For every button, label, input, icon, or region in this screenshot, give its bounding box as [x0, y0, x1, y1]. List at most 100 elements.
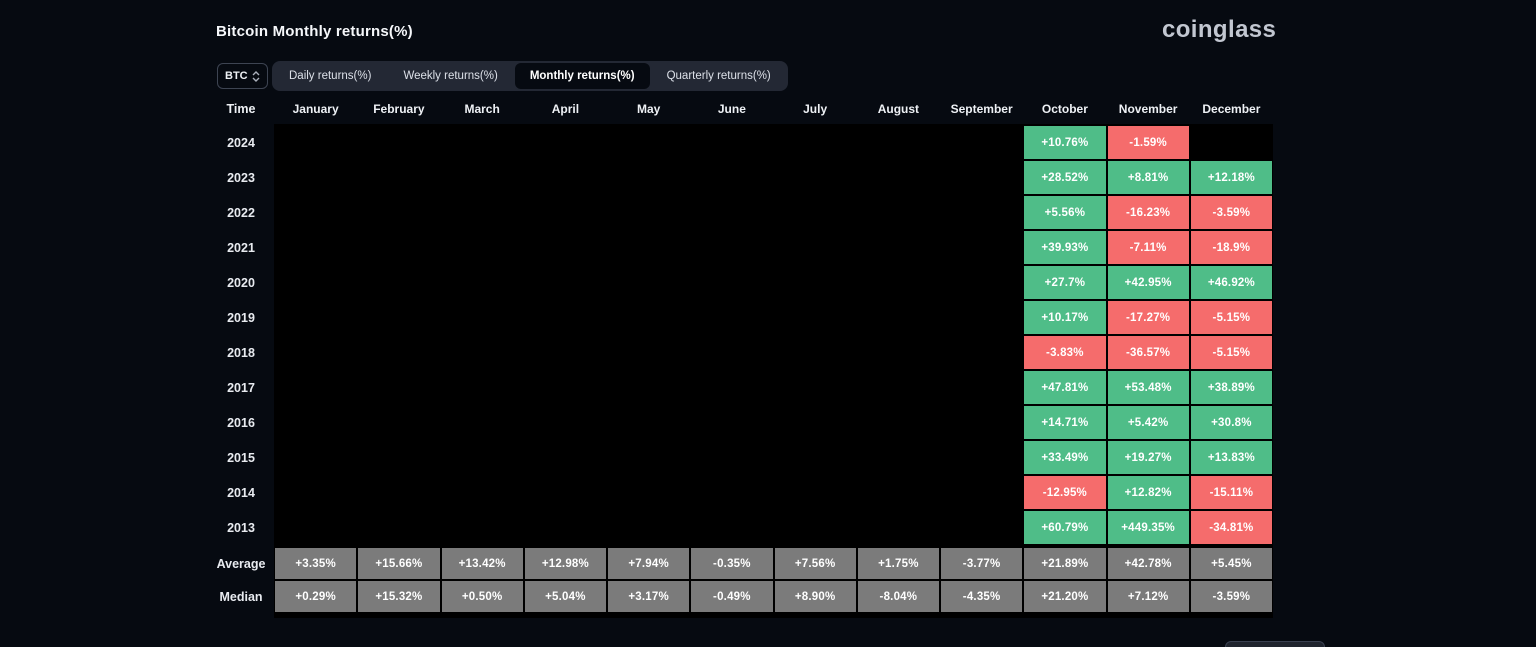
empty-cell — [608, 511, 689, 544]
empty-cell — [275, 476, 356, 509]
table-body-background — [274, 124, 1273, 618]
tab-daily-returns[interactable]: Daily returns(%) — [289, 70, 372, 82]
row-label: 2023 — [227, 170, 255, 185]
empty-cell — [941, 161, 1022, 194]
tab-quarterly-returns[interactable]: Quarterly returns(%) — [666, 70, 771, 82]
tab-weekly-returns[interactable]: Weekly returns(%) — [403, 70, 498, 82]
row-label: 2013 — [227, 520, 255, 535]
symbol-select[interactable]: BTC — [217, 63, 268, 89]
empty-cell — [691, 406, 772, 439]
return-cell: +1.75% — [857, 548, 939, 579]
empty-cell — [858, 406, 939, 439]
empty-cell — [775, 371, 856, 404]
return-cell: +42.95% — [1107, 266, 1189, 299]
return-cell: +28.52% — [1024, 161, 1106, 194]
month-header-january: January — [292, 102, 339, 116]
empty-cell — [858, 441, 939, 474]
return-cell: -5.15% — [1190, 336, 1272, 369]
empty-cell — [358, 336, 439, 369]
empty-cell — [275, 126, 356, 159]
return-cell: +30.8% — [1190, 406, 1272, 439]
empty-cell — [691, 511, 772, 544]
empty-cell — [608, 406, 689, 439]
empty-cell — [275, 441, 356, 474]
return-cell: +7.56% — [774, 548, 856, 579]
empty-cell — [608, 161, 689, 194]
empty-cell — [442, 441, 523, 474]
empty-cell — [691, 161, 772, 194]
row-label: 2020 — [227, 275, 255, 290]
empty-cell — [941, 126, 1022, 159]
return-cell: +12.18% — [1190, 161, 1272, 194]
table-row-2018: 2018 -3.83% -36.57% -5.15% — [208, 335, 1273, 370]
empty-cell — [442, 406, 523, 439]
return-cell: +0.50% — [441, 581, 523, 612]
row-label: 2014 — [227, 485, 255, 500]
empty-cell — [691, 126, 772, 159]
table-row-2022: 2022 +5.56% -16.23% -3.59% — [208, 195, 1273, 230]
empty-cell — [691, 266, 772, 299]
empty-cell — [442, 161, 523, 194]
empty-cell — [442, 301, 523, 334]
empty-cell — [525, 126, 606, 159]
table-row-2016: 2016 +14.71% +5.42% +30.8% — [208, 405, 1273, 440]
empty-cell — [608, 441, 689, 474]
return-cell: -5.15% — [1190, 301, 1272, 334]
return-cell: -3.59% — [1190, 196, 1272, 229]
return-cell: +15.66% — [358, 548, 440, 579]
empty-cell — [775, 231, 856, 264]
return-cell: +42.78% — [1107, 548, 1189, 579]
empty-cell — [608, 371, 689, 404]
returns-table: 2024 +10.76% -1.59% 2023 +28.52% +8.81% +12.18… — [208, 125, 1273, 613]
empty-cell — [275, 231, 356, 264]
table-row-average: Average +3.35% +15.66% +13.42% +12.98% +7.94%… — [208, 547, 1273, 580]
tab-monthly-returns[interactable]: Monthly returns(%) — [514, 63, 650, 89]
empty-cell — [941, 441, 1022, 474]
month-header-june: June — [717, 102, 746, 116]
empty-cell — [775, 336, 856, 369]
empty-cell — [608, 266, 689, 299]
return-cell: +12.82% — [1107, 476, 1189, 509]
empty-cell — [858, 511, 939, 544]
return-cell: +21.20% — [1024, 581, 1106, 612]
empty-cell — [358, 196, 439, 229]
partial-button[interactable] — [1225, 641, 1325, 647]
empty-cell — [858, 161, 939, 194]
empty-cell — [1191, 126, 1272, 159]
row-label: 2022 — [227, 205, 255, 220]
return-cell: -7.11% — [1107, 231, 1189, 264]
return-cell: +8.81% — [1107, 161, 1189, 194]
empty-cell — [858, 476, 939, 509]
return-cell: -3.83% — [1024, 336, 1106, 369]
row-label: Median — [219, 589, 263, 604]
row-label: 2016 — [227, 415, 255, 430]
select-arrows-icon — [252, 70, 260, 82]
page-title: Bitcoin Monthly returns(%) — [216, 23, 413, 40]
month-header-july: July — [803, 102, 828, 116]
return-cell: +0.29% — [275, 581, 357, 612]
return-cell: +7.94% — [608, 548, 690, 579]
return-cell: -8.04% — [857, 581, 939, 612]
empty-cell — [525, 476, 606, 509]
empty-cell — [691, 441, 772, 474]
month-header-august: August — [877, 102, 920, 116]
table-row-2017: 2017 +47.81% +53.48% +38.89% — [208, 370, 1273, 405]
empty-cell — [858, 336, 939, 369]
empty-cell — [608, 476, 689, 509]
empty-cell — [442, 476, 523, 509]
empty-cell — [525, 301, 606, 334]
return-cell: +5.04% — [524, 581, 606, 612]
empty-cell — [442, 266, 523, 299]
return-cell: -16.23% — [1107, 196, 1189, 229]
return-cell: -36.57% — [1107, 336, 1189, 369]
empty-cell — [525, 161, 606, 194]
empty-cell — [358, 161, 439, 194]
return-cell: +21.89% — [1024, 548, 1106, 579]
empty-cell — [941, 266, 1022, 299]
return-cell: +38.89% — [1190, 371, 1272, 404]
coinglass-logo: coinglass — [1162, 16, 1277, 43]
return-cell: +10.76% — [1024, 126, 1106, 159]
return-cell: +12.98% — [524, 548, 606, 579]
table-header-row: Time January February March April May June Jul… — [208, 96, 1273, 122]
